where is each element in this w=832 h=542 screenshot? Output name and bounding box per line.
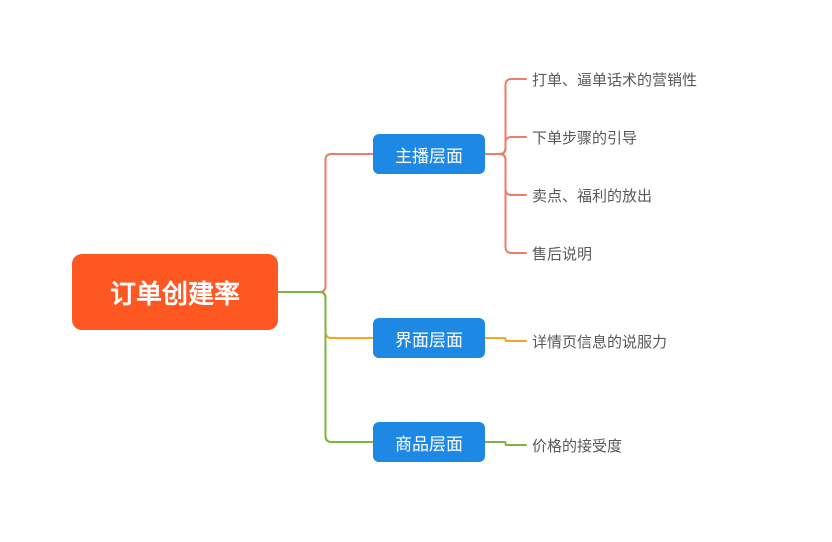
branch-ui: 界面层面 <box>373 318 485 358</box>
leaf-ui-0: 详情页信息的说服力 <box>532 330 667 352</box>
branch-anchor: 主播层面 <box>373 134 485 174</box>
branch-product: 商品层面 <box>373 422 485 462</box>
leaf-anchor-1: 下单步骤的引导 <box>532 126 637 148</box>
leaf-anchor-2: 卖点、福利的放出 <box>532 184 652 206</box>
leaf-anchor-3: 售后说明 <box>532 242 592 264</box>
mindmap-canvas: 订单创建率 主播层面 打单、逼单话术的营销性下单步骤的引导卖点、福利的放出售后说明界… <box>0 0 832 542</box>
leaf-product-0: 价格的接受度 <box>532 434 622 456</box>
root-node: 订单创建率 <box>72 254 278 330</box>
leaf-anchor-0: 打单、逼单话术的营销性 <box>532 68 697 90</box>
